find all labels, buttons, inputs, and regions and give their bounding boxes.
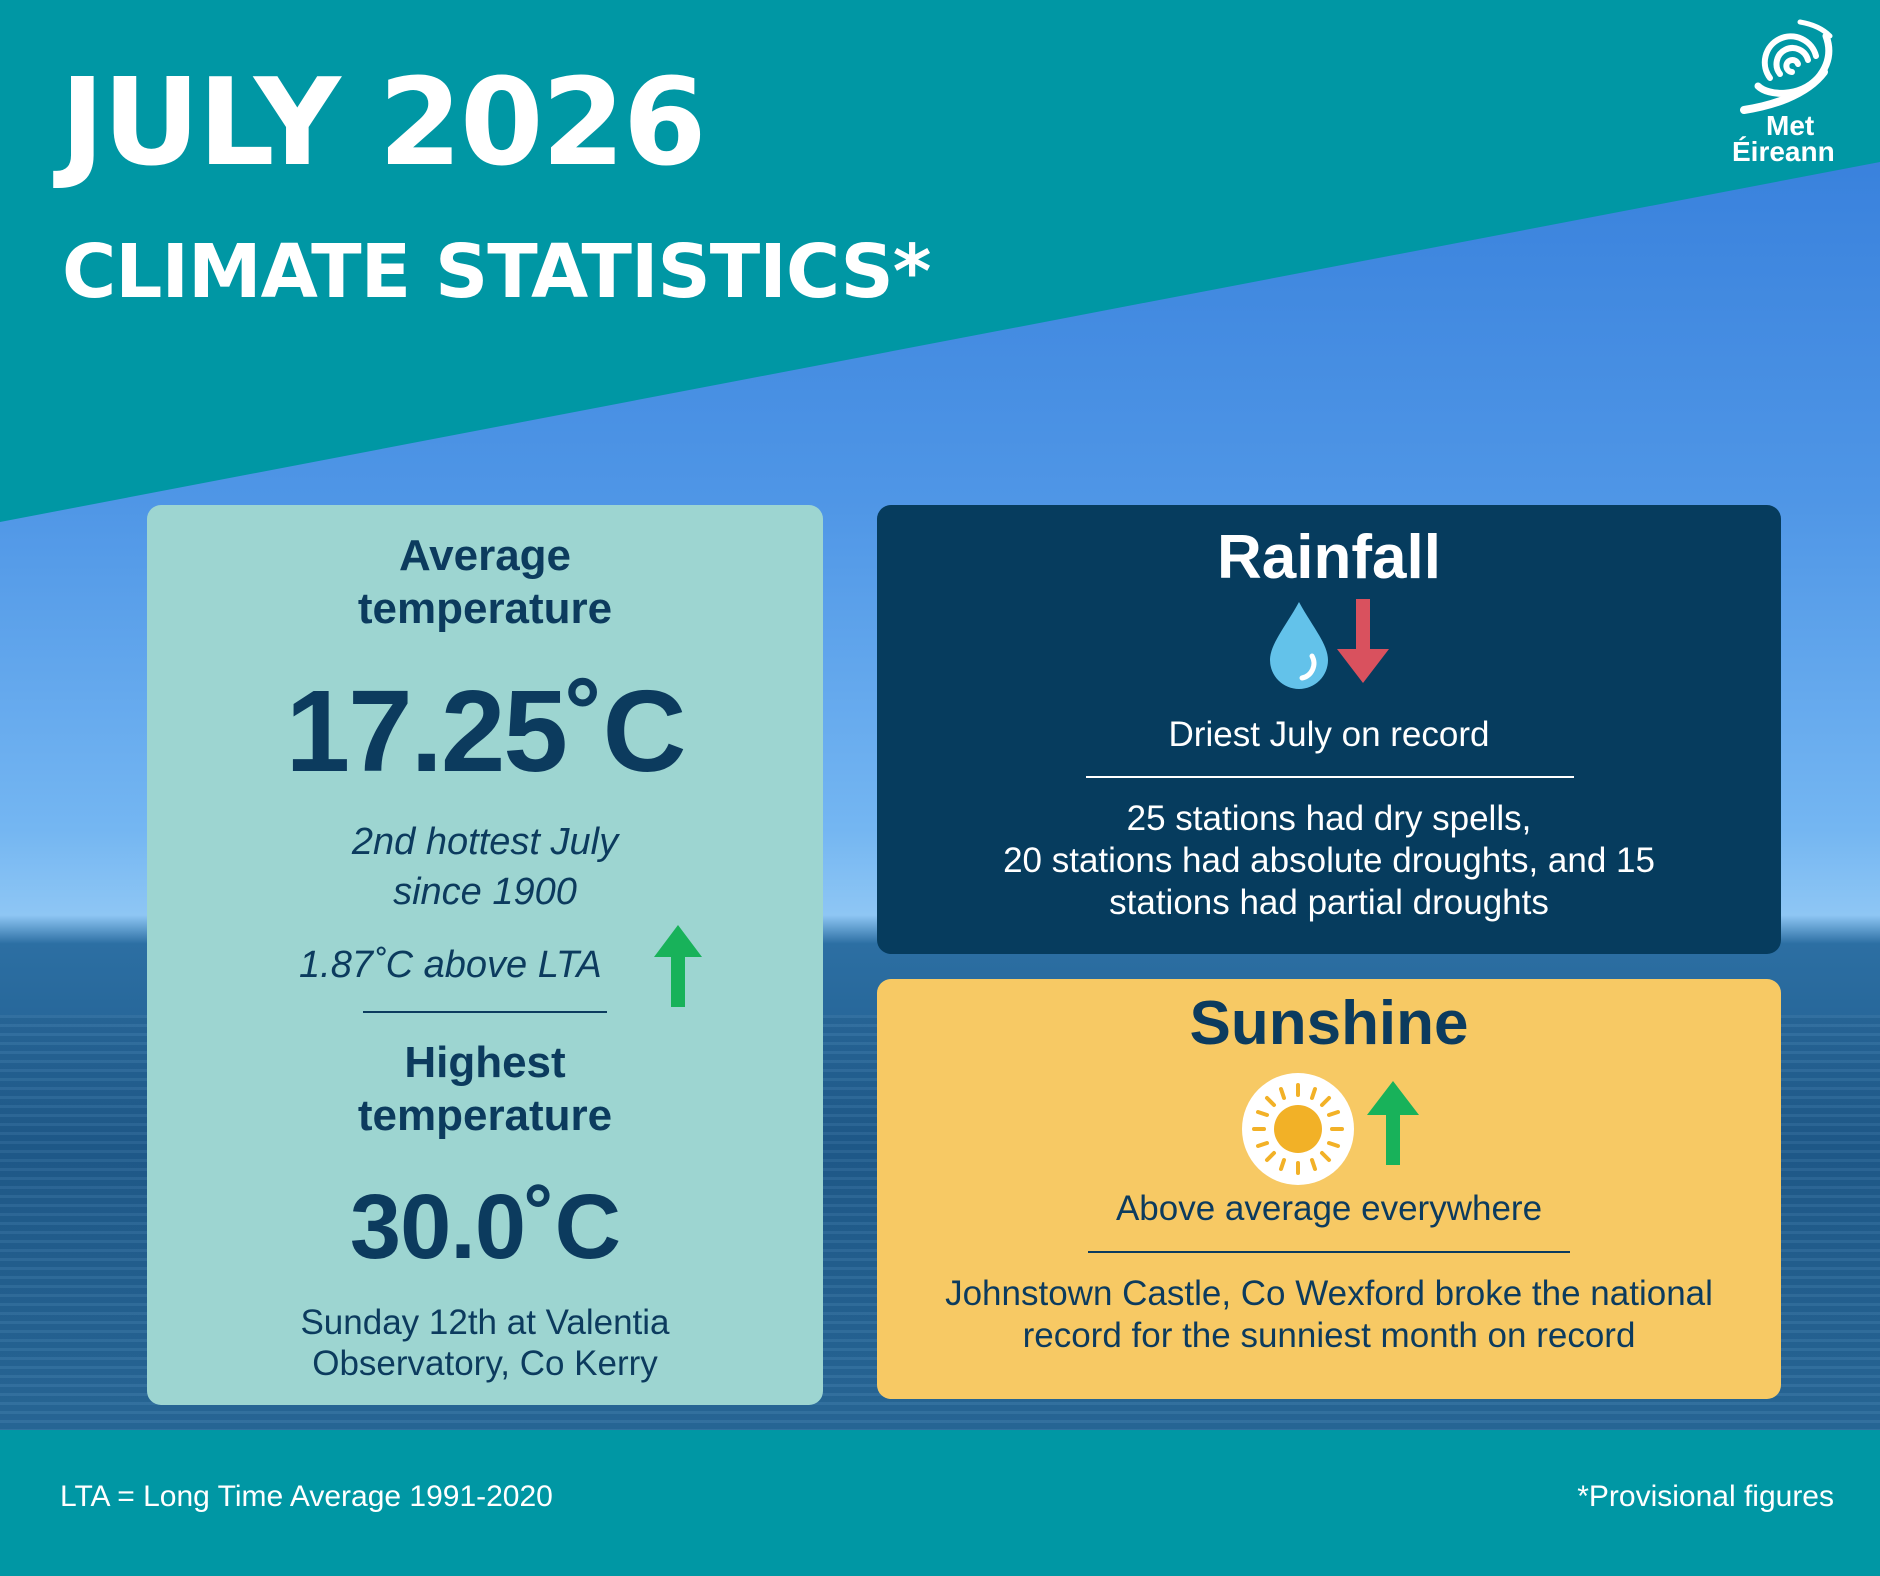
avg-temp-rank-line2: since 1900 — [393, 871, 577, 913]
divider — [363, 1011, 607, 1013]
divider — [1088, 1251, 1570, 1253]
avg-temp-rank-line1: 2nd hottest July — [351, 821, 619, 863]
high-temp-detail-line1: Sunday 12th at Valentia — [300, 1303, 670, 1342]
temperature-card: Average temperature 17.25˚C 2nd hottest … — [147, 505, 823, 1405]
footer-band — [0, 1430, 1880, 1576]
lta-difference: 1.87˚C above LTA — [299, 944, 602, 986]
logo-text-met: Met — [1766, 110, 1815, 141]
rainfall-card: Rainfall Driest July on record 25 statio… — [877, 505, 1781, 954]
high-temp-value: 30.0˚C — [349, 1176, 621, 1278]
divider — [1086, 776, 1574, 778]
rainfall-heading: Rainfall — [1217, 523, 1441, 592]
sunshine-heading: Sunshine — [1189, 989, 1469, 1058]
lta-footnote: LTA = Long Time Average 1991-2020 — [60, 1480, 553, 1513]
met-eireann-swirl-icon — [1740, 19, 1833, 114]
met-eireann-logo: Met Éireann — [1728, 12, 1856, 166]
avg-temp-value: 17.25˚C — [285, 666, 687, 796]
page-subtitle: CLIMATE STATISTICS* — [62, 229, 931, 315]
rainfall-detail-line1: 25 stations had dry spells, — [1126, 799, 1532, 838]
arrow-down-icon — [1337, 599, 1389, 683]
sunshine-detail-line2: record for the sunniest month on record — [1022, 1316, 1636, 1355]
rainfall-detail-line3: stations had partial droughts — [1109, 883, 1549, 922]
water-drop-icon — [1270, 602, 1328, 689]
page-title: JULY 2026 — [60, 54, 707, 193]
high-temp-heading-line1: Highest — [404, 1038, 566, 1087]
provisional-footnote: *Provisional figures — [1577, 1480, 1834, 1513]
rainfall-detail-line2: 20 stations had absolute droughts, and 1… — [1003, 841, 1655, 880]
teal-header-wedge — [0, 0, 1880, 522]
avg-temp-heading-line1: Average — [398, 531, 572, 580]
rainfall-summary: Driest July on record — [1168, 715, 1490, 754]
avg-temp-heading-line2: temperature — [357, 584, 613, 633]
sunshine-card: Sunshine — [877, 979, 1781, 1399]
sunshine-detail-line1: Johnstown Castle, Co Wexford broke the n… — [945, 1274, 1713, 1313]
high-temp-detail-line2: Observatory, Co Kerry — [312, 1344, 658, 1383]
arrow-up-icon — [654, 925, 702, 1007]
logo-text-eireann: Éireann — [1732, 136, 1835, 167]
arrow-up-icon — [1367, 1081, 1419, 1165]
high-temp-heading-line2: temperature — [357, 1091, 613, 1140]
sun-icon — [1242, 1073, 1354, 1185]
sunshine-summary: Above average everywhere — [1115, 1189, 1543, 1228]
